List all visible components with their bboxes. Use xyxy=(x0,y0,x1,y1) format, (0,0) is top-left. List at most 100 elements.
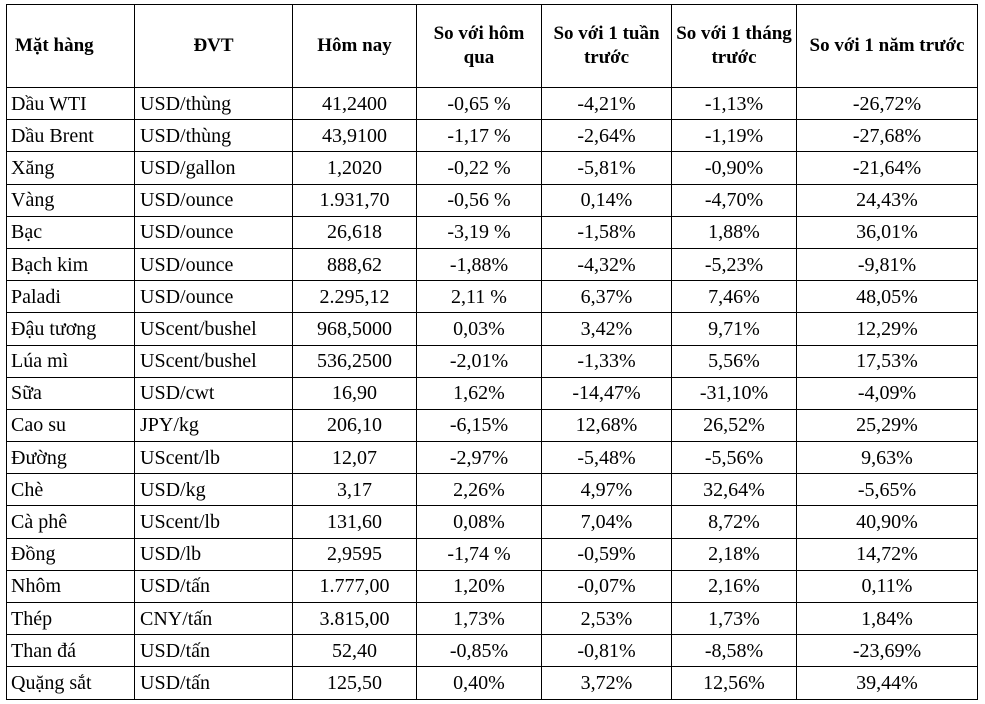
table-row: Xăng USD/gallon 1,2020 -0,22 % -5,81% -0,90% -… xyxy=(6,151,978,185)
commodity-cell: Xăng xyxy=(6,151,135,185)
vs-yesterday-cell: -1,17 % xyxy=(416,119,542,153)
vs-year-cell: -5,65% xyxy=(796,473,978,507)
vs-month-cell: 26,52% xyxy=(671,408,797,443)
today-value-cell: 2,9595 xyxy=(292,537,417,571)
vs-yesterday-cell: -0,85% xyxy=(416,634,542,668)
vs-year-cell: 14,72% xyxy=(796,537,978,571)
table-row: Lúa mì UScent/bushel 536,2500 -2,01% -1,33% 5… xyxy=(6,344,978,378)
vs-week-cell: -0,59% xyxy=(541,537,672,571)
vs-year-cell: -27,68% xyxy=(796,119,978,153)
unit-cell: USD/tấn xyxy=(134,666,293,700)
table-row: Chè USD/kg 3,17 2,26% 4,97% 32,64% -5,65% xyxy=(6,473,978,507)
header-row: Mặt hàng ĐVT Hôm nay So với hôm qua So v… xyxy=(6,4,978,88)
today-value-cell: 968,5000 xyxy=(292,312,417,346)
vs-year-cell: 0,11% xyxy=(796,569,978,604)
vs-month-cell: -5,56% xyxy=(671,441,797,475)
unit-cell: UScent/bushel xyxy=(134,344,293,378)
commodity-cell: Cà phê xyxy=(6,505,135,539)
today-value-cell: 131,60 xyxy=(292,505,417,539)
unit-cell: USD/ounce xyxy=(134,215,293,249)
vs-week-cell: 3,72% xyxy=(541,666,672,700)
vs-year-cell: 39,44% xyxy=(796,666,978,700)
vs-month-cell: 2,16% xyxy=(671,569,797,604)
table-row: Dầu WTI USD/thùng 41,2400 -0,65 % -4,21% -1,1… xyxy=(6,86,978,121)
vs-month-cell: -1,19% xyxy=(671,119,797,153)
unit-cell: USD/ounce xyxy=(134,247,293,282)
vs-month-cell: 9,71% xyxy=(671,312,797,346)
today-value-cell: 2.295,12 xyxy=(292,280,417,314)
header-unit: ĐVT xyxy=(134,4,293,88)
today-value-cell: 125,50 xyxy=(292,666,417,700)
unit-cell: UScent/lb xyxy=(134,505,293,539)
today-value-cell: 536,2500 xyxy=(292,344,417,378)
unit-cell: USD/tấn xyxy=(134,634,293,668)
header-vs-week: So với 1 tuần trước xyxy=(541,4,672,88)
vs-year-cell: 9,63% xyxy=(796,441,978,475)
vs-month-cell: 1,88% xyxy=(671,215,797,249)
vs-month-cell: 1,73% xyxy=(671,601,797,636)
vs-month-cell: -0,90% xyxy=(671,151,797,185)
commodity-price-table: Mặt hàng ĐVT Hôm nay So với hôm qua So v… xyxy=(6,4,978,700)
commodity-cell: Than đá xyxy=(6,634,135,668)
commodity-cell: Đậu tương xyxy=(6,312,135,346)
vs-year-cell: -9,81% xyxy=(796,247,978,282)
vs-year-cell: -26,72% xyxy=(796,86,978,121)
commodity-cell: Sữa xyxy=(6,376,135,410)
vs-month-cell: 12,56% xyxy=(671,666,797,700)
today-value-cell: 26,618 xyxy=(292,215,417,249)
vs-week-cell: -0,81% xyxy=(541,634,672,668)
today-value-cell: 12,07 xyxy=(292,441,417,475)
table-row: Dầu Brent USD/thùng 43,9100 -1,17 % -2,64% -1… xyxy=(6,119,978,153)
vs-week-cell: -4,32% xyxy=(541,247,672,282)
commodity-cell: Nhôm xyxy=(6,569,135,604)
vs-week-cell: 4,97% xyxy=(541,473,672,507)
vs-month-cell: 7,46% xyxy=(671,280,797,314)
vs-yesterday-cell: 1,73% xyxy=(416,601,542,636)
vs-week-cell: -1,58% xyxy=(541,215,672,249)
vs-week-cell: 0,14% xyxy=(541,183,672,217)
vs-week-cell: 3,42% xyxy=(541,312,672,346)
vs-year-cell: -4,09% xyxy=(796,376,978,410)
vs-week-cell: -2,64% xyxy=(541,119,672,153)
unit-cell: UScent/lb xyxy=(134,441,293,475)
vs-yesterday-cell: -3,19 % xyxy=(416,215,542,249)
vs-week-cell: -14,47% xyxy=(541,376,672,410)
vs-year-cell: 24,43% xyxy=(796,183,978,217)
vs-yesterday-cell: 2,26% xyxy=(416,473,542,507)
commodity-cell: Vàng xyxy=(6,183,135,217)
commodity-cell: Bạch kim xyxy=(6,247,135,282)
vs-yesterday-cell: -6,15% xyxy=(416,408,542,443)
table-row: Bạc USD/ounce 26,618 -3,19 % -1,58% 1,88% 36,0… xyxy=(6,215,978,249)
unit-cell: UScent/bushel xyxy=(134,312,293,346)
unit-cell: USD/ounce xyxy=(134,280,293,314)
vs-yesterday-cell: 0,03% xyxy=(416,312,542,346)
today-value-cell: 3.815,00 xyxy=(292,601,417,636)
vs-year-cell: 48,05% xyxy=(796,280,978,314)
commodity-cell: Đồng xyxy=(6,537,135,571)
vs-yesterday-cell: 2,11 % xyxy=(416,280,542,314)
unit-cell: USD/thùng xyxy=(134,86,293,121)
table-row: Bạch kim USD/ounce 888,62 -1,88% -4,32% -5,23… xyxy=(6,247,978,282)
today-value-cell: 206,10 xyxy=(292,408,417,443)
vs-year-cell: 12,29% xyxy=(796,312,978,346)
vs-week-cell: 7,04% xyxy=(541,505,672,539)
today-value-cell: 1.777,00 xyxy=(292,569,417,604)
today-value-cell: 16,90 xyxy=(292,376,417,410)
vs-week-cell: -5,48% xyxy=(541,441,672,475)
today-value-cell: 3,17 xyxy=(292,473,417,507)
vs-year-cell: -23,69% xyxy=(796,634,978,668)
vs-yesterday-cell: -2,97% xyxy=(416,441,542,475)
commodity-cell: Cao su xyxy=(6,408,135,443)
vs-year-cell: -21,64% xyxy=(796,151,978,185)
table-row: Đường UScent/lb 12,07 -2,97% -5,48% -5,56% 9,6… xyxy=(6,441,978,475)
vs-week-cell: 2,53% xyxy=(541,601,672,636)
header-today: Hôm nay xyxy=(292,4,417,88)
vs-year-cell: 40,90% xyxy=(796,505,978,539)
vs-month-cell: 2,18% xyxy=(671,537,797,571)
vs-year-cell: 1,84% xyxy=(796,601,978,636)
today-value-cell: 43,9100 xyxy=(292,119,417,153)
vs-yesterday-cell: -1,88% xyxy=(416,247,542,282)
header-vs-month: So với 1 tháng trước xyxy=(671,4,797,88)
vs-year-cell: 25,29% xyxy=(796,408,978,443)
table-row: Cà phê UScent/lb 131,60 0,08% 7,04% 8,72% 40,9… xyxy=(6,505,978,539)
